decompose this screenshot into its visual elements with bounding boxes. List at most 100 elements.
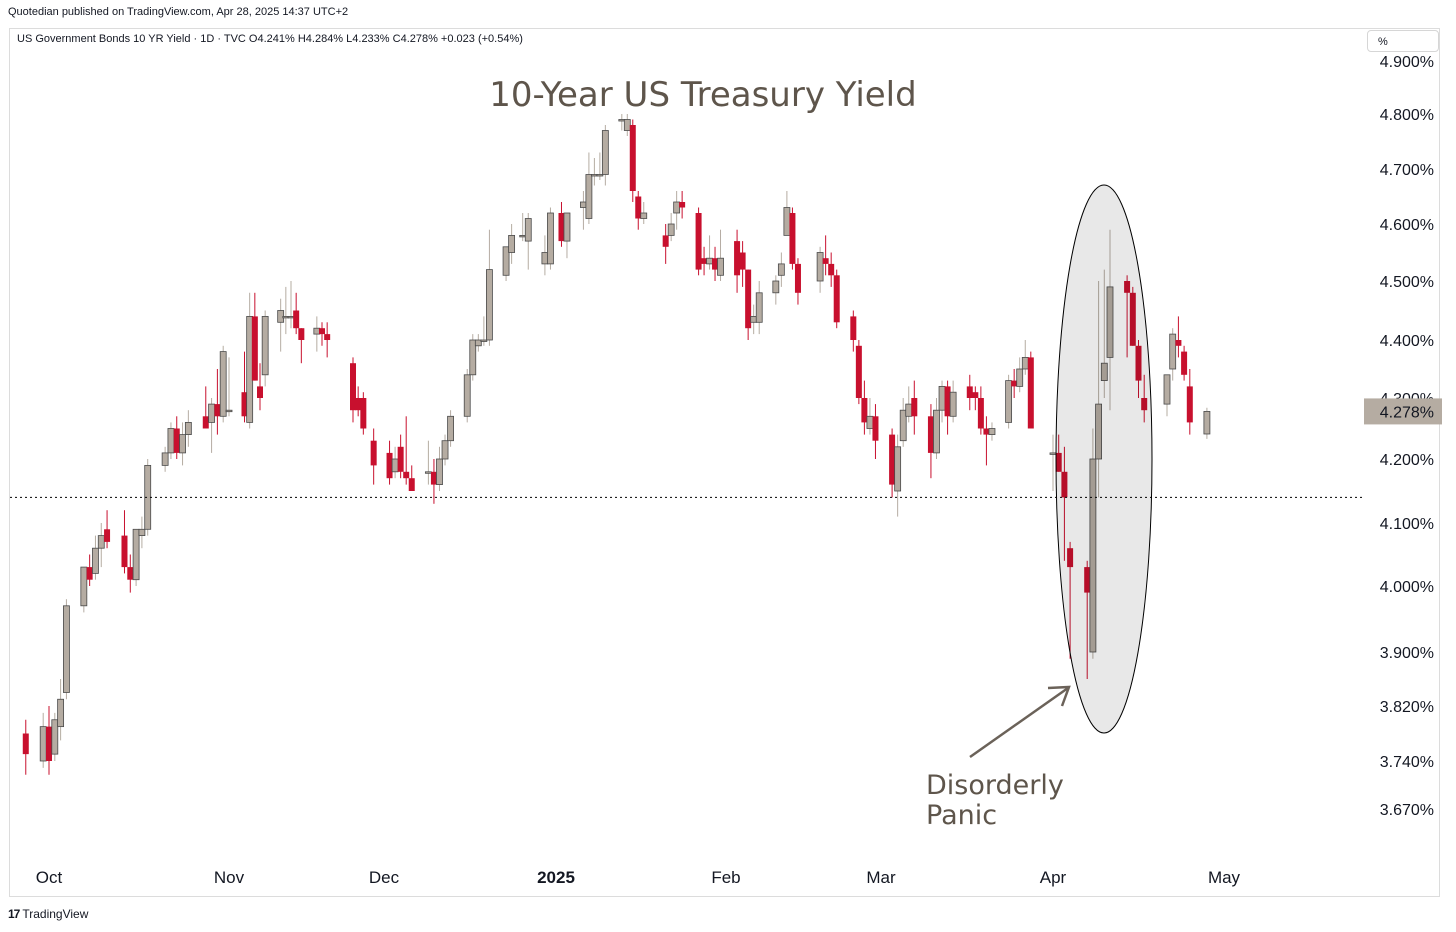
candle: [360, 392, 367, 435]
candle: [92, 535, 99, 580]
candle-body: [789, 213, 796, 264]
candle: [436, 446, 443, 491]
candle-body: [293, 310, 300, 329]
percent-scale-button[interactable]: %: [1367, 30, 1439, 52]
candle-body: [1163, 374, 1171, 405]
candle: [777, 252, 785, 287]
candle: [1181, 345, 1188, 381]
candle-body: [1186, 386, 1193, 423]
y-tick-label: 4.200%: [1380, 452, 1434, 469]
x-tick-label: 2025: [537, 868, 575, 887]
tradingview-logo[interactable]: 17 TradingView: [8, 907, 88, 921]
y-tick-label: 4.600%: [1380, 217, 1434, 234]
annotation-arrowhead: [1047, 685, 1071, 707]
candle: [861, 380, 868, 435]
candle-body: [983, 428, 990, 435]
candle-body: [1011, 380, 1018, 387]
candle: [214, 369, 221, 435]
annotation-arrow: [969, 686, 1069, 759]
candle-body: [287, 315, 295, 319]
candle: [905, 386, 913, 423]
candle-body: [755, 292, 763, 323]
candle: [127, 554, 134, 593]
candle: [80, 566, 88, 613]
y-tick-label: 3.820%: [1380, 699, 1434, 716]
candle: [1084, 560, 1091, 679]
candle-body: [585, 174, 593, 219]
candle: [972, 386, 979, 411]
candle-body: [424, 471, 432, 474]
candle-body: [679, 202, 686, 208]
candle-body: [905, 403, 913, 417]
candle: [397, 434, 404, 479]
candle-body: [121, 535, 128, 568]
candle-body: [783, 207, 791, 236]
symbol-legend[interactable]: US Government Bonds 10 YR Yield · 1D · T…: [17, 33, 523, 45]
candle-body: [167, 428, 175, 454]
candle: [894, 434, 902, 517]
candle-body: [1021, 356, 1029, 370]
candle: [430, 459, 437, 504]
candle: [794, 258, 801, 305]
candle-body: [1141, 398, 1148, 411]
candle-body: [596, 174, 604, 177]
candle: [179, 422, 186, 466]
candle-body: [219, 351, 227, 417]
candle-body: [712, 258, 719, 270]
candle-body: [1067, 548, 1074, 568]
candle: [313, 316, 321, 352]
candle: [855, 340, 862, 405]
candle-body: [360, 398, 367, 429]
candle: [949, 380, 957, 423]
candle-body: [1055, 452, 1062, 472]
candle: [355, 386, 362, 417]
candle: [219, 345, 227, 423]
candle: [783, 191, 791, 236]
candle: [822, 235, 829, 276]
candle: [486, 229, 493, 346]
candle: [933, 398, 940, 459]
y-tick-label: 4.900%: [1380, 54, 1434, 71]
candle: [441, 434, 449, 466]
candle-body: [1084, 567, 1091, 593]
candle: [524, 213, 532, 270]
candle-body: [104, 529, 111, 542]
candle: [261, 310, 269, 387]
candle-body: [179, 434, 186, 454]
candle: [502, 246, 510, 281]
candles-layer: [22, 114, 1211, 775]
candle-body: [324, 334, 331, 340]
candle: [927, 404, 934, 479]
candle-body: [1095, 403, 1102, 460]
candle-body: [772, 280, 780, 294]
candle-body: [214, 404, 221, 417]
candle: [585, 152, 593, 224]
candle: [63, 599, 70, 700]
candle: [629, 119, 636, 202]
candle: [977, 386, 984, 435]
candle-body: [261, 315, 269, 376]
candle-body: [745, 269, 752, 329]
candle-body: [794, 263, 801, 293]
candle-body: [1129, 292, 1136, 346]
candle-body: [1100, 362, 1108, 382]
candle-body: [92, 547, 99, 574]
candle: [161, 446, 169, 472]
candle-body: [1027, 357, 1034, 429]
candle-body: [855, 345, 862, 398]
candle: [386, 440, 393, 485]
candle-body: [558, 213, 565, 242]
candle: [277, 298, 285, 352]
candle-body: [547, 212, 554, 265]
candle-body: [257, 386, 263, 398]
candle-body: [138, 528, 146, 536]
candle-body: [86, 567, 93, 580]
candle-body: [938, 385, 946, 411]
candle: [257, 363, 263, 411]
candle: [474, 334, 482, 352]
candle: [121, 510, 128, 574]
y-tick-label: 4.700%: [1380, 162, 1434, 179]
candle-body: [861, 398, 868, 423]
candle-body: [57, 698, 65, 728]
